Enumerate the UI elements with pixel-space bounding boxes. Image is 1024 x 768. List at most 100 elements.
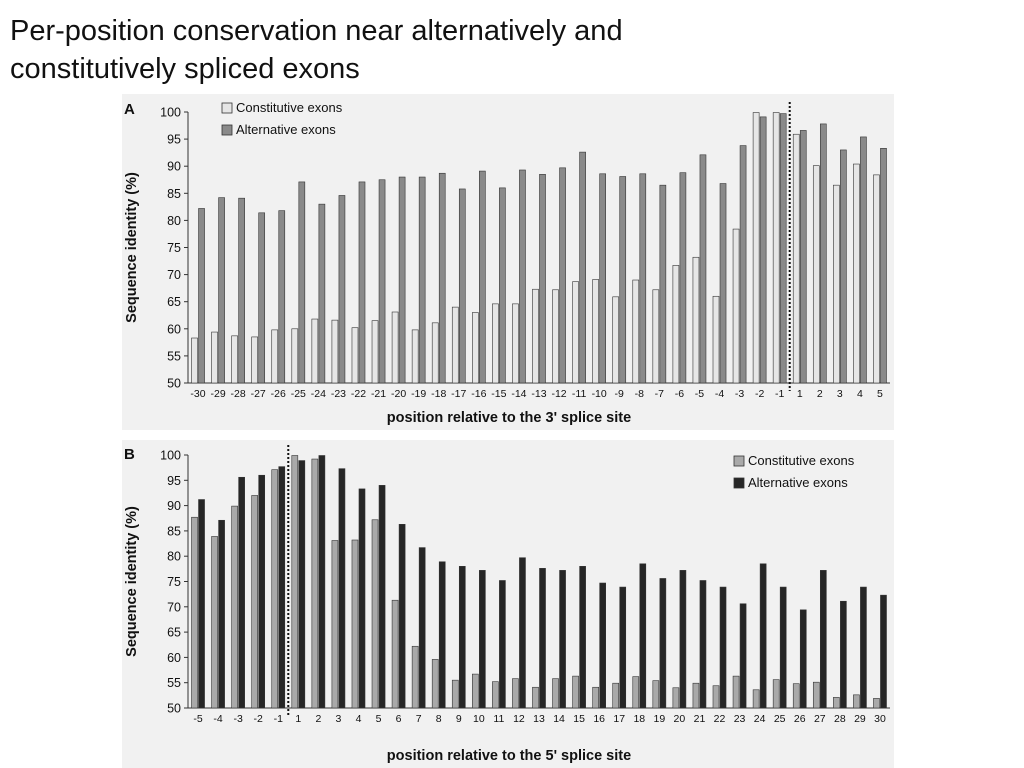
chart-a-x-tick-label: -23 [331, 388, 346, 400]
chart-b-bar-constitutive [833, 697, 840, 709]
chart-a-bar-constitutive [512, 303, 519, 384]
chart-b-y-tick-label: 80 [167, 550, 181, 564]
chart-a-x-tick-label: -9 [615, 388, 624, 400]
chart-a-bar-constitutive [431, 322, 439, 384]
chart-b-x-tick-label: 6 [396, 713, 402, 725]
chart-b-x-tick-label: 28 [834, 713, 846, 725]
chart-a-x-tick-label: 5 [877, 388, 883, 400]
chart-a-bar-alternative [418, 176, 426, 384]
chart-a-x-tick-label: -8 [635, 388, 644, 400]
chart-a-bar-constitutive [612, 296, 620, 384]
chart-a-bar-constitutive [792, 133, 800, 384]
chart-b-bar-constitutive [451, 679, 459, 709]
chart-b-y-tick-label: 100 [160, 449, 181, 463]
chart-a-x-tick-label: -17 [451, 388, 466, 400]
chart-b-x-tick-label: 10 [473, 713, 485, 725]
chart-b-bar-alternative [599, 582, 606, 709]
chart-b-bar-alternative [759, 563, 767, 709]
chart-b-bar-constitutive [873, 698, 880, 709]
chart-b-x-tick-label: 4 [356, 713, 362, 725]
chart-a-x-tick-label: -20 [391, 388, 406, 400]
slide-title-line1: Per-position conservation near alternati… [10, 15, 623, 47]
chart-a-x-tick-label: -2 [755, 388, 764, 400]
chart-b-bar-alternative [438, 561, 446, 709]
chart-b-bar-alternative [659, 578, 667, 709]
chart-b-x-tick-label: 1 [295, 713, 301, 725]
chart-a-y-tick-label: 50 [167, 377, 181, 391]
chart-a-x-tick-label: -3 [735, 388, 744, 400]
chart-b-x-tick-label: 12 [513, 713, 525, 725]
chart-a-bar-constitutive [411, 329, 419, 384]
chart-b-y-tick-label: 55 [167, 676, 181, 690]
chart-a-bar-alternative [238, 197, 245, 384]
chart-b-bar-constitutive [712, 685, 720, 709]
chart-b-bar-constitutive [732, 675, 740, 709]
chart-a-y-tick-label: 75 [167, 241, 181, 255]
chart-b-bar-constitutive [431, 659, 439, 709]
chart-a-x-tick-label: -26 [271, 388, 286, 400]
chart-a-bar-constitutive [552, 289, 559, 384]
chart-a-bar-alternative [218, 197, 225, 384]
chart-b-bar-alternative [880, 594, 887, 709]
chart-b-bar-constitutive [231, 505, 238, 709]
chart-b-legend-swatch [733, 477, 745, 489]
chart-a-bar-alternative [499, 187, 506, 384]
chart-b-x-tick-label: 26 [794, 713, 806, 725]
chart-b-y-tick-label: 50 [167, 702, 181, 716]
chart-b-x-tick-label: 30 [874, 713, 886, 725]
chart-a-bar-alternative [719, 183, 727, 384]
chart-b-x-tick-label: -4 [213, 713, 222, 725]
chart-b-bar-alternative [719, 586, 727, 709]
chart-a-bar-alternative [639, 173, 647, 384]
chart-b-y-tick-label: 85 [167, 524, 181, 538]
chart-b-x-tick-label: 13 [533, 713, 545, 725]
chart-a-x-tick-label: 1 [797, 388, 803, 400]
chart-b-x-tick-label: 24 [754, 713, 766, 725]
chart-b-bar-alternative [218, 519, 225, 709]
chart-a-bar-alternative [539, 174, 546, 384]
chart-a-bar-constitutive [712, 295, 720, 384]
slide-title-line2: constitutively spliced exons [10, 53, 360, 85]
chart-a-bar-constitutive [371, 320, 379, 384]
chart-b-x-tick-label: 2 [315, 713, 321, 725]
chart-b-bar-alternative [819, 570, 827, 709]
chart-b-x-tick-label: 22 [714, 713, 726, 725]
chart-a-x-tick-label: -21 [371, 388, 386, 400]
chart-a-bar-alternative [799, 130, 807, 384]
chart-a-bar-constitutive [391, 311, 399, 384]
chart-b-bar-constitutive [692, 682, 700, 709]
chart-a-bar-alternative [759, 116, 767, 384]
chart-b-x-tick-label: 9 [456, 713, 462, 725]
chart-b-bar-alternative [519, 557, 526, 709]
chart-b-bar-alternative [539, 568, 546, 709]
chart-a-bar-alternative [398, 176, 406, 384]
chart-a-bar-constitutive [251, 336, 259, 384]
chart-a-bar-alternative [679, 172, 687, 384]
chart-a-bar-constitutive [532, 288, 539, 384]
chart-a-x-tick-label: -10 [592, 388, 607, 400]
chart-a-y-tick-label: 90 [167, 160, 181, 174]
chart-a-y-tick-label: 55 [167, 349, 181, 363]
chart-a-x-tick-label: 3 [837, 388, 843, 400]
chart-b-bar-constitutive [391, 599, 399, 709]
chart-b-bar-constitutive [752, 689, 760, 709]
chart-a-bar-constitutive [351, 327, 359, 384]
chart-b-bar-constitutive [371, 519, 379, 709]
chart-a-bar-constitutive [772, 112, 780, 384]
chart-panel-a: A 50 55 60 65 70 75 80 85 90 95 100 -30 -29 -28 -27 -26-… [122, 94, 894, 430]
chart-a-y-tick-label: 70 [167, 268, 181, 282]
chart-b-bar-constitutive [411, 645, 419, 709]
chart-b-bar-alternative [338, 468, 346, 709]
chart-a-bar-alternative [559, 167, 566, 384]
chart-a-bar-alternative [458, 188, 466, 384]
chart-b-bar-constitutive [311, 458, 319, 709]
chart-a-bar-constitutive [652, 289, 660, 384]
chart-b-bar-constitutive [792, 683, 800, 709]
chart-b-bar-alternative [238, 476, 245, 709]
chart-b-y-tick-label: 90 [167, 499, 181, 513]
chart-b-bar-alternative [298, 460, 306, 709]
chart-a-bar-alternative [278, 210, 286, 384]
chart-a-bar-alternative [318, 203, 326, 384]
chart-a-x-tick-label: -15 [491, 388, 506, 400]
chart-b-x-tick-label: 16 [593, 713, 605, 725]
